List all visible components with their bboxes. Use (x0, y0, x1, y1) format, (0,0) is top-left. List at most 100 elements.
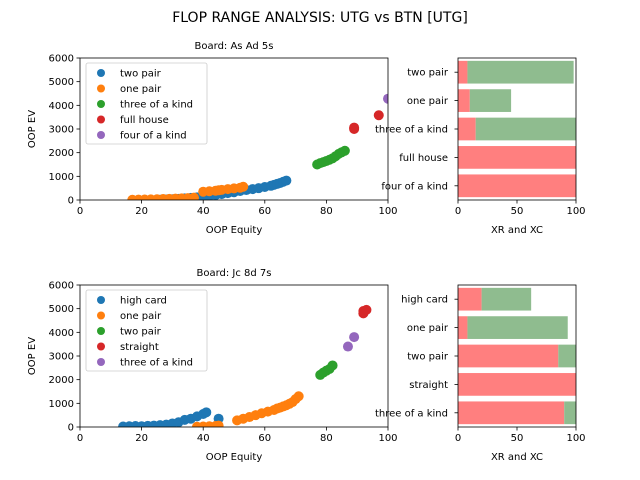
x-tick-label: 0 (455, 206, 461, 217)
category-label: one pair (407, 96, 449, 107)
y-tick-label: 0 (68, 423, 74, 434)
category-label: three of a kind (375, 408, 448, 419)
legend-label: four of a kind (120, 131, 187, 142)
legend-label: high card (120, 296, 167, 307)
scatter-panel-bottom: Board: Jc 8d 7s0 20 40 60 80 1000100020003000… (27, 268, 398, 463)
y-tick-label: 4000 (49, 328, 74, 339)
bar-three-of-a-kind-0 (458, 401, 565, 425)
legend-label: three of a kind (120, 100, 193, 111)
scatter-panel-top: Board: As Ad 5s0 20 40 60 80 1000100020003000… (27, 41, 398, 236)
data-point-one-pair (188, 192, 199, 200)
y-tick-label: 0 (68, 196, 74, 207)
category-label: two pair (407, 352, 449, 363)
y-tick-label: 2000 (49, 148, 74, 159)
y-tick-label: 3000 (49, 352, 74, 363)
data-point-two-pair (281, 175, 292, 186)
y-axis-label: OOP EV (27, 110, 38, 148)
legend-label: two pair (120, 327, 162, 338)
axes-frame (457, 57, 577, 201)
legend-marker (97, 327, 105, 335)
axes-frame (79, 284, 389, 428)
legend-marker (97, 100, 105, 108)
legend-marker (97, 84, 105, 93)
legend-label: straight (120, 342, 159, 353)
y-tick-label: 3000 (49, 125, 74, 136)
data-point-four-of-a-kind (383, 93, 388, 104)
bar-two-pair-0 (458, 60, 468, 84)
x-tick-label: 60 (258, 206, 271, 217)
bar-panel-top: two pair one pair three of a kind full hous… (375, 57, 586, 236)
bar-three-of-a-kind-1 (475, 117, 576, 141)
chart-title: Board: As Ad 5s (195, 41, 274, 52)
x-tick-label: 0 (77, 206, 83, 217)
bar-high-card-0 (458, 287, 482, 311)
x-tick-label: 100 (566, 206, 585, 217)
x-tick-label: 80 (320, 433, 333, 444)
plot-points (127, 93, 388, 200)
category-label: full house (399, 153, 448, 164)
legend-label: three of a kind (120, 358, 193, 369)
category-label: four of a kind (381, 181, 448, 192)
data-point-one-pair (213, 420, 224, 427)
y-tick-label: 5000 (49, 304, 74, 315)
chart-title: Board: Jc 8d 7s (196, 268, 271, 279)
data-point-full-house (349, 122, 360, 133)
x-tick-label: 100 (378, 206, 397, 217)
axes-frame (457, 284, 577, 428)
category-label: three of a kind (375, 125, 448, 136)
y-tick-label: 1000 (49, 172, 74, 183)
x-tick-label: 40 (197, 433, 210, 444)
legend-label: one pair (120, 84, 162, 95)
legend-marker (97, 131, 105, 139)
category-label: high card (401, 295, 448, 306)
x-tick-label: 50 (511, 206, 524, 217)
x-tick-label: 80 (320, 206, 333, 217)
legend-marker (97, 342, 105, 351)
data-point-full-house (373, 110, 384, 121)
bar-two-pair-0 (458, 344, 559, 368)
bar-one-pair-1 (469, 89, 512, 112)
data-point-two-pair (327, 360, 338, 371)
x-tick-label: 60 (258, 433, 271, 444)
y-tick-label: 4000 (49, 101, 74, 112)
x-axis-label: OOP Equity (206, 225, 263, 236)
y-tick-label: 6000 (49, 281, 74, 292)
x-axis-label: XR and XC (491, 452, 543, 463)
x-tick-label: 0 (455, 433, 461, 444)
bar-four-of-a-kind-0 (458, 174, 576, 198)
x-tick-label: 100 (566, 433, 585, 444)
x-axis-label: OOP Equity (206, 452, 263, 463)
data-point-three-of-a-kind (339, 145, 350, 156)
bar-three-of-a-kind-1 (564, 401, 576, 425)
y-axis-label: OOP EV (27, 337, 38, 375)
legend-marker (97, 311, 105, 320)
legend-marker (97, 296, 105, 304)
legend-box (85, 289, 208, 372)
y-tick-label: 6000 (49, 54, 74, 65)
legend-label: full house (120, 115, 169, 126)
bar-one-pair-1 (467, 316, 568, 339)
x-tick-label: 0 (77, 433, 83, 444)
x-tick-label: 20 (135, 206, 148, 217)
x-tick-label: 100 (378, 433, 397, 444)
bar-straight-0 (458, 373, 576, 396)
data-point-high-card (201, 407, 212, 418)
bar-panel-bottom: high card one pair two pair straight three o… (375, 284, 586, 463)
data-point-three-of-a-kind (349, 332, 360, 343)
category-label: two pair (407, 68, 449, 79)
bar-high-card-1 (481, 287, 532, 311)
x-tick-label: 20 (135, 433, 148, 444)
legend-marker (97, 358, 105, 366)
bar-one-pair-0 (458, 316, 468, 339)
data-point-three-of-a-kind (342, 341, 353, 352)
legend-label: one pair (120, 311, 162, 322)
legend-label: two pair (120, 69, 162, 80)
y-tick-label: 1000 (49, 399, 74, 410)
bar-one-pair-0 (458, 89, 470, 112)
plot-points (118, 304, 372, 427)
x-tick-label: 50 (511, 433, 524, 444)
legend-box (85, 62, 208, 145)
data-point-straight (361, 304, 372, 315)
category-label: straight (409, 380, 448, 391)
